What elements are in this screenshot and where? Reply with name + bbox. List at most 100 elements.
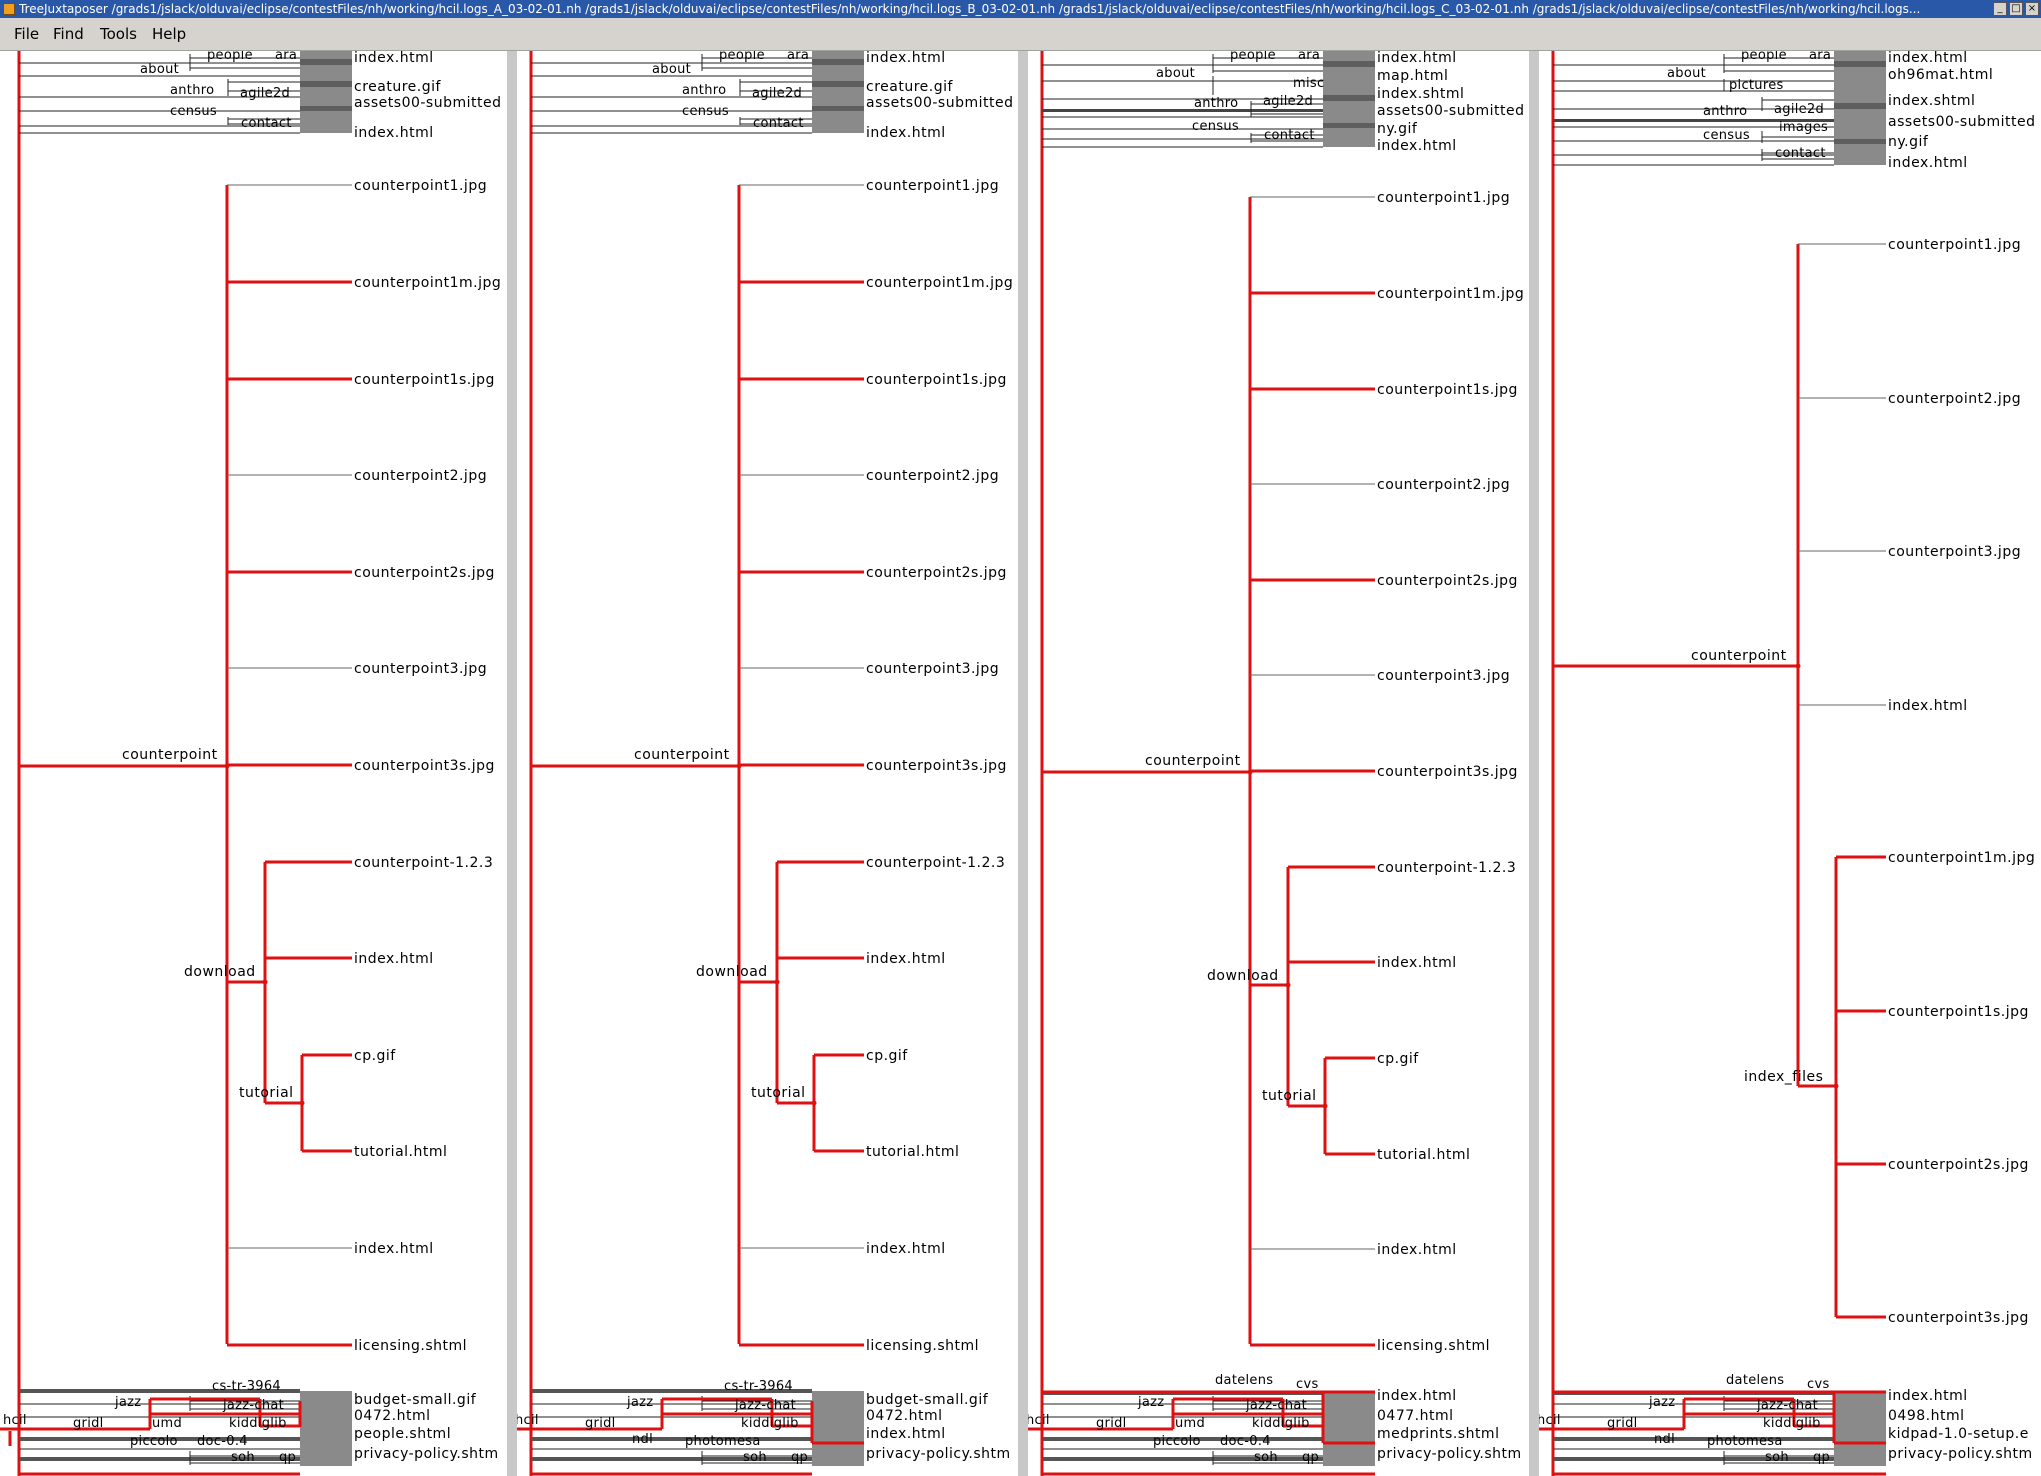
minimize-icon[interactable]: _ — [1993, 2, 2007, 16]
node-label[interactable]: qp — [279, 1450, 296, 1465]
node-label-index-files[interactable]: index_files — [1744, 1069, 1823, 1085]
node-label[interactable]: soh — [1765, 1450, 1789, 1465]
leaf-label[interactable]: counterpoint3.jpg — [1377, 668, 1510, 684]
leaf-label[interactable]: index.html — [354, 125, 434, 141]
leaf-label[interactable]: counterpoint2.jpg — [1888, 391, 2021, 407]
node-label[interactable]: gridl — [73, 1416, 104, 1431]
node-label[interactable]: contact — [1264, 128, 1315, 143]
leaf-label[interactable]: map.html — [1377, 68, 1448, 84]
leaf-label[interactable]: budget-small.gif — [866, 1392, 989, 1408]
leaf-label[interactable]: counterpoint1s.jpg — [1377, 382, 1518, 398]
menu-help[interactable]: Help — [152, 25, 187, 43]
leaf-label[interactable]: index.html — [866, 125, 946, 141]
node-label[interactable]: piccolo — [1153, 1434, 1201, 1449]
leaf-label[interactable]: counterpoint1m.jpg — [1888, 850, 2035, 866]
node-label[interactable]: ndl — [632, 1432, 653, 1447]
leaf-label[interactable]: counterpoint1.jpg — [1888, 237, 2021, 253]
node-label[interactable]: jazz-chat — [1245, 1398, 1307, 1413]
leaf-label[interactable]: licensing.shtml — [866, 1338, 979, 1354]
node-label-download[interactable]: download — [696, 964, 768, 980]
node-label[interactable]: jazz — [626, 1395, 653, 1410]
node-label[interactable]: doc-0.4 — [197, 1434, 248, 1449]
tree-panel-a[interactable]: about anthro census people ara agile2d c… — [0, 51, 511, 1476]
node-label[interactable]: photomesa — [685, 1434, 761, 1449]
node-label[interactable]: pictures — [1729, 78, 1784, 93]
leaf-label[interactable]: counterpoint1m.jpg — [1377, 286, 1524, 302]
leaf-label[interactable]: counterpoint1s.jpg — [1888, 1004, 2029, 1020]
node-label[interactable]: soh — [1254, 1450, 1278, 1465]
leaf-label[interactable]: index.html — [1377, 1242, 1457, 1258]
leaf-label[interactable]: licensing.shtml — [354, 1338, 467, 1354]
leaf-label[interactable]: counterpoint3s.jpg — [354, 758, 495, 774]
tree-canvas-d[interactable]: about pictures anthro census people ara … — [1539, 51, 2041, 1476]
leaf-label[interactable]: privacy-policy.shtm — [866, 1446, 1011, 1462]
leaf-label[interactable]: assets00-submitted — [866, 95, 1014, 111]
leaf-label[interactable]: counterpoint1m.jpg — [866, 275, 1013, 291]
leaf-label[interactable]: index.html — [866, 951, 946, 967]
node-label[interactable]: contact — [1775, 146, 1826, 161]
leaf-label[interactable]: ny.gif — [1888, 134, 1929, 150]
leaf-label[interactable]: index.html — [1888, 698, 1968, 714]
node-label[interactable]: census — [170, 104, 217, 119]
node-label[interactable]: umd — [1175, 1416, 1205, 1431]
leaf-label[interactable]: creature.gif — [354, 79, 441, 95]
node-label[interactable]: qp — [791, 1450, 808, 1465]
tree-panel-d[interactable]: about pictures anthro census people ara … — [1539, 51, 2041, 1476]
leaf-label[interactable]: index.html — [866, 51, 946, 66]
leaf-label[interactable]: counterpoint2s.jpg — [1377, 573, 1518, 589]
leaf-label[interactable]: index.html — [866, 1241, 946, 1257]
node-label[interactable]: census — [682, 104, 729, 119]
leaf-label[interactable]: cp.gif — [866, 1048, 908, 1064]
leaf-label[interactable]: counterpoint-1.2.3 — [866, 855, 1005, 871]
leaf-label[interactable]: tutorial.html — [1377, 1147, 1470, 1163]
node-label-counterpoint[interactable]: counterpoint — [1691, 648, 1787, 664]
leaf-label[interactable]: counterpoint2.jpg — [866, 468, 999, 484]
maximize-icon[interactable]: □ — [2009, 2, 2023, 16]
leaf-label[interactable]: cp.gif — [1377, 1051, 1419, 1067]
leaf-label[interactable]: counterpoint2.jpg — [1377, 477, 1510, 493]
node-label[interactable]: cs-tr-3964 — [212, 1379, 281, 1394]
node-label[interactable]: ara — [275, 51, 297, 63]
leaf-label[interactable]: index.html — [354, 51, 434, 66]
node-label-root[interactable]: hcil — [3, 1413, 27, 1428]
node-label-download[interactable]: download — [1207, 968, 1279, 984]
tree-canvas-b[interactable]: about anthro census people ara agile2d c… — [517, 51, 1028, 1476]
node-label-counterpoint[interactable]: counterpoint — [1145, 753, 1241, 769]
node-label[interactable]: images — [1779, 120, 1828, 135]
leaf-label[interactable]: privacy-policy.shtm — [1377, 1446, 1522, 1462]
leaf-label[interactable]: index.html — [1377, 955, 1457, 971]
leaf-label[interactable]: counterpoint2s.jpg — [1888, 1157, 2029, 1173]
leaf-label[interactable]: oh96mat.html — [1888, 67, 1993, 83]
leaf-label[interactable]: counterpoint3.jpg — [354, 661, 487, 677]
close-icon[interactable]: × — [2025, 2, 2039, 16]
node-label[interactable]: anthro — [170, 83, 214, 98]
node-label[interactable]: kiddiglib — [1252, 1416, 1310, 1431]
leaf-label[interactable]: creature.gif — [866, 79, 953, 95]
leaf-label[interactable]: medprints.shtml — [1377, 1426, 1499, 1442]
node-label[interactable]: people — [207, 51, 253, 63]
node-label[interactable]: cvs — [1807, 1377, 1830, 1392]
node-label[interactable]: anthro — [1703, 104, 1747, 119]
node-label[interactable]: jazz — [1648, 1395, 1675, 1410]
leaf-label[interactable]: 0472.html — [354, 1408, 430, 1424]
leaf-label[interactable]: counterpoint1.jpg — [354, 178, 487, 194]
node-label-root[interactable]: hcil — [1539, 1413, 1561, 1428]
leaf-label[interactable]: 0477.html — [1377, 1408, 1453, 1424]
node-label[interactable]: agile2d — [1774, 102, 1824, 117]
leaf-label[interactable]: counterpoint1.jpg — [866, 178, 999, 194]
node-label[interactable]: kiddiglib — [229, 1416, 287, 1431]
tree-panel-b[interactable]: about anthro census people ara agile2d c… — [517, 51, 1028, 1476]
node-label[interactable]: jazz — [1137, 1395, 1164, 1410]
node-label[interactable]: jazz-chat — [1756, 1398, 1818, 1413]
leaf-label[interactable]: tutorial.html — [354, 1144, 447, 1160]
leaf-label[interactable]: index.html — [354, 1241, 434, 1257]
leaf-label[interactable]: counterpoint2.jpg — [354, 468, 487, 484]
node-label-root[interactable]: hcil — [517, 1413, 539, 1428]
node-label[interactable]: people — [1741, 51, 1787, 63]
menu-find[interactable]: Find — [53, 25, 84, 43]
node-label[interactable]: about — [1667, 66, 1706, 81]
leaf-label[interactable]: 0472.html — [866, 1408, 942, 1424]
leaf-label[interactable]: cp.gif — [354, 1048, 396, 1064]
leaf-label[interactable]: counterpoint2s.jpg — [354, 565, 495, 581]
node-label[interactable]: census — [1703, 128, 1750, 143]
